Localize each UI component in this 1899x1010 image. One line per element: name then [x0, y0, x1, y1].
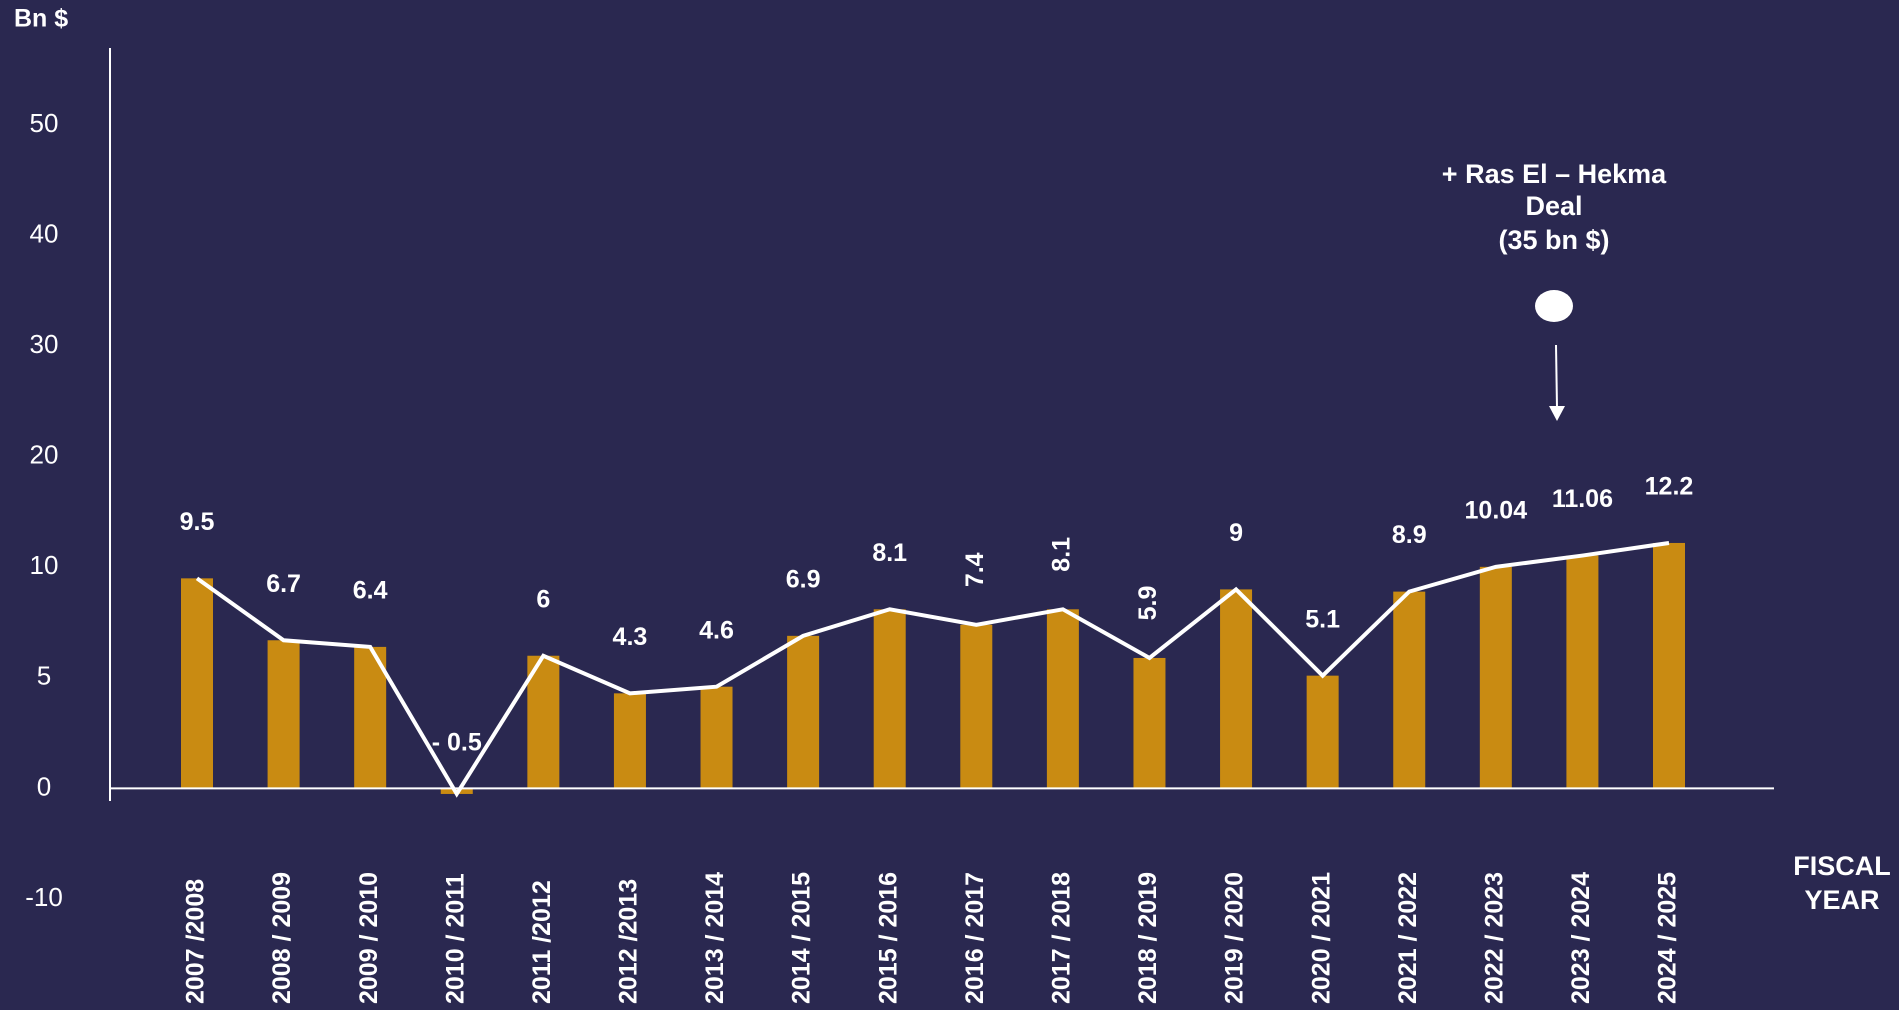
- bar: [700, 686, 733, 789]
- x-tick-label: 2017 / 2018: [1047, 872, 1075, 1004]
- x-axis-label: FISCAL: [1793, 851, 1891, 881]
- data-label: 8.1: [872, 539, 907, 567]
- x-tick-label: 2023 / 2024: [1567, 872, 1595, 1004]
- annotation: Deal: [1525, 191, 1582, 221]
- annotation: + Ras El – Hekma: [1442, 159, 1667, 189]
- data-label: 7.4: [961, 552, 989, 587]
- bar: [1133, 657, 1166, 789]
- annotation: (35 bn $): [1498, 225, 1609, 255]
- x-tick-label: 2021 / 2022: [1394, 872, 1422, 1004]
- arrow-head: [1549, 406, 1565, 421]
- bar: [1046, 609, 1079, 789]
- bar: [873, 609, 906, 789]
- bar: [354, 646, 387, 789]
- y-tick-label: 0: [37, 771, 51, 801]
- bar: [1653, 542, 1685, 789]
- x-tick-label: 2010 / 2011: [441, 873, 469, 1004]
- x-tick-label: 2009 / 2010: [355, 872, 383, 1004]
- x-tick-label: 2018 / 2019: [1134, 872, 1162, 1004]
- data-label: 8.1: [1047, 537, 1075, 572]
- data-label: 12.2: [1645, 473, 1694, 501]
- bar: [960, 624, 993, 789]
- x-tick-label: 2008 / 2009: [268, 872, 296, 1004]
- bar: [527, 655, 560, 789]
- data-label: 10.04: [1465, 496, 1528, 524]
- y-tick-label: -10: [25, 882, 63, 912]
- data-label: 9.5: [180, 508, 215, 536]
- bar: [1220, 589, 1253, 789]
- y-tick-label: 20: [30, 440, 59, 470]
- data-label: 6.7: [266, 570, 301, 598]
- data-label: 6.4: [353, 577, 388, 605]
- y-tick-label: 50: [30, 108, 59, 138]
- x-axis-label: YEAR: [1804, 885, 1879, 915]
- line: [195, 540, 1670, 798]
- x-tick-label: 2024 / 2025: [1654, 872, 1682, 1004]
- bar: [267, 640, 300, 789]
- x-tick-label: 2019 / 2020: [1221, 872, 1249, 1004]
- y-tick-label: 5: [37, 661, 51, 691]
- bar: [1393, 591, 1426, 789]
- x-tick-label: 2022 / 2023: [1480, 872, 1508, 1004]
- x-tick-label: 2020 / 2021: [1307, 872, 1335, 1004]
- annotation-arrow: [1555, 344, 1558, 409]
- y-tick-label: 30: [30, 329, 59, 359]
- x-tick-label: 2012 /2013: [615, 879, 643, 1004]
- x-tick-label: 2011 /2012: [528, 880, 556, 1004]
- data-label: 8.9: [1392, 521, 1427, 549]
- data-label: 9: [1229, 519, 1243, 547]
- bar: [181, 578, 213, 789]
- bar: [613, 693, 646, 789]
- bar: [1306, 675, 1339, 789]
- y-tick-label: 40: [30, 218, 59, 248]
- y-axis-label: Bn $: [14, 5, 68, 33]
- bar: [1479, 566, 1512, 789]
- data-label: - 0.5: [432, 729, 482, 757]
- data-label: 5.1: [1305, 605, 1340, 633]
- x-tick-label: 2007 /2008: [182, 879, 210, 1004]
- data-label: 5.9: [1134, 586, 1162, 621]
- x-tick-label: 2014 / 2015: [788, 872, 816, 1004]
- data-label: 6.9: [786, 565, 821, 593]
- bar: [1566, 555, 1599, 789]
- x-tick-label: 2015 / 2016: [874, 872, 902, 1004]
- x-tick-label: 2016 / 2017: [961, 872, 989, 1004]
- data-label: 4.3: [613, 623, 648, 651]
- x-tick-label: 2013 / 2014: [701, 872, 729, 1004]
- data-label: 6: [536, 585, 550, 613]
- annotation-dot: [1535, 290, 1573, 322]
- data-label: 4.6: [699, 616, 734, 644]
- bar: [787, 635, 820, 789]
- y-tick-label: 10: [30, 550, 59, 580]
- data-label: 11.06: [1552, 485, 1613, 513]
